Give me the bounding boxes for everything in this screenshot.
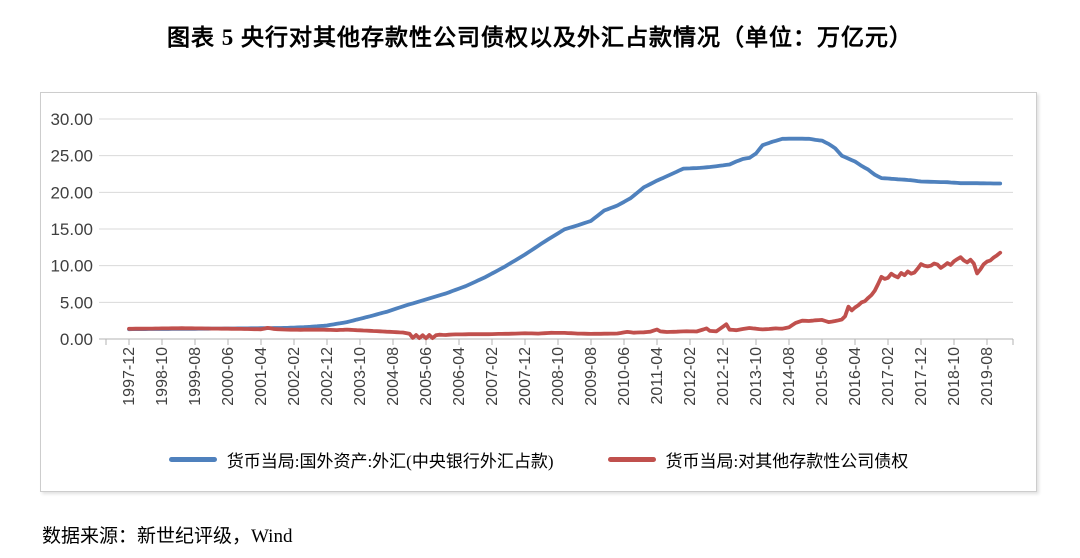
x-tick-label: 2016-04: [847, 347, 864, 406]
x-tick-label: 2003-10: [352, 347, 369, 406]
line-chart: 30.00 25.00 20.00 15.00 10.00 5.00 0.00 1997-12…: [50, 110, 1014, 406]
chart-legend: 货币当局:国外资产:外汇(中央银行外汇占款) 货币当局:对其他存款性公司债权: [41, 447, 1036, 472]
legend-item: 货币当局:国外资产:外汇(中央银行外汇占款): [168, 447, 554, 472]
x-tick-label: 1997-12: [121, 347, 138, 406]
source-note: 数据来源：新世纪评级，Wind: [42, 526, 293, 547]
legend-item: 货币当局:对其他存款性公司债权: [607, 447, 909, 472]
chart-frame: 30.00 25.00 20.00 15.00 10.00 5.00 0.00 1997-12…: [40, 92, 1037, 492]
x-tick-label: 1998-10: [154, 347, 171, 406]
x-tick-label: 2018-10: [946, 347, 963, 406]
chart-title: 图表 5 央行对其他存款性公司债权以及外汇占款情况（单位：万亿元）: [167, 25, 913, 50]
y-tick-label: 5.00: [60, 293, 93, 312]
series-line-1: [127, 250, 1003, 341]
x-tick-label: 2017-02: [880, 347, 897, 406]
x-tick-label: 2013-10: [748, 347, 765, 406]
y-tick-label: 20.00: [50, 183, 93, 202]
x-tick-label: 2009-08: [583, 347, 600, 406]
x-tick-label: 2010-06: [616, 347, 633, 406]
legend-label: 货币当局:国外资产:外汇(中央银行外汇占款): [226, 452, 554, 471]
x-tick-label: 2002-12: [319, 347, 336, 406]
y-tick-label: 0.00: [60, 330, 93, 349]
x-tick-label: 2007-12: [517, 347, 534, 406]
x-tick-label: 2014-08: [781, 347, 798, 406]
y-tick-label: 30.00: [50, 110, 93, 129]
legend-line-marker: [607, 457, 656, 462]
x-tick-label: 2006-04: [451, 347, 468, 406]
x-tick-label: 2015-06: [814, 347, 831, 406]
legend-label: 货币当局:对其他存款性公司债权: [665, 452, 909, 471]
x-tick-label: 2012-02: [682, 347, 699, 406]
legend-line-marker: [168, 457, 217, 462]
series-line-0: [127, 136, 1003, 332]
x-tick-label: 2017-12: [913, 347, 930, 406]
x-tick-label: 2001-04: [253, 347, 270, 406]
x-tick-label: 2000-06: [220, 347, 237, 406]
x-tick-label: 2011-04: [649, 347, 666, 405]
x-tick-label: 2005-06: [418, 347, 435, 406]
y-tick-label: 25.00: [50, 147, 93, 166]
y-tick-label: 15.00: [50, 220, 93, 239]
x-tick-label: 2004-08: [385, 347, 402, 406]
y-tick-label: 10.00: [50, 257, 93, 276]
x-tick-label: 2008-10: [550, 347, 567, 406]
x-tick-label: 1999-08: [187, 347, 204, 406]
x-tick-label: 2007-02: [484, 347, 501, 406]
x-tick-label: 2019-08: [979, 347, 996, 406]
x-tick-label: 2012-12: [715, 347, 732, 406]
x-tick-label: 2002-02: [286, 347, 303, 406]
